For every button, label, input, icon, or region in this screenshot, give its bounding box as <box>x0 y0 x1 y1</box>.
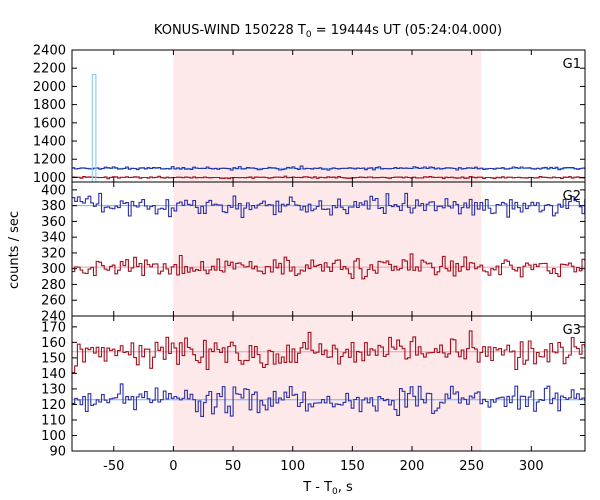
y-tick-label: 380 <box>41 199 66 214</box>
x-tick-label: -50 <box>103 459 124 474</box>
y-tick-label: 360 <box>41 215 66 230</box>
y-tick-label: 110 <box>41 413 66 428</box>
y-tick-label: 90 <box>49 445 66 460</box>
light-curve-g1-red <box>72 175 586 180</box>
x-tick-label: 150 <box>340 459 365 474</box>
x-tick-label: 100 <box>280 459 305 474</box>
y-tick-label: 320 <box>41 246 66 261</box>
x-tick-label: 250 <box>459 459 484 474</box>
y-tick-label: 130 <box>41 382 66 397</box>
x-tick-label: 200 <box>400 459 425 474</box>
light-curve-g2-blue <box>72 192 586 218</box>
y-tick-label: 240 <box>41 310 66 325</box>
x-axis-label: T - T0, s <box>302 480 353 497</box>
y-tick-label: 120 <box>41 398 66 413</box>
y-tick-label: 150 <box>41 351 66 366</box>
y-tick-label: 2000 <box>33 80 66 95</box>
light-curve-g3-red <box>72 330 586 374</box>
panel-frame-g3 <box>71 315 586 452</box>
y-tick-label: 280 <box>41 278 66 293</box>
y-tick-label: 1400 <box>33 135 66 150</box>
panel-name-label: G2 <box>563 189 581 204</box>
y-tick-label: 1600 <box>33 116 66 131</box>
panel-g1: 1000 1200 1400 1600 1800 2000 2200 2400 G1 <box>33 44 586 186</box>
y-tick-label: 2200 <box>33 62 66 77</box>
y-tick-label: 1000 <box>33 171 66 186</box>
light-curve-g2-red <box>72 253 586 280</box>
trigger-interval-band <box>173 50 482 451</box>
y-tick-label: 100 <box>41 429 66 444</box>
y-tick-label: 160 <box>41 336 66 351</box>
y-tick-label: 340 <box>41 231 66 246</box>
spike-artifact <box>91 73 97 182</box>
y-tick-label: 400 <box>41 183 66 198</box>
y-tick-label: 2400 <box>33 44 66 59</box>
y-tick-label: 140 <box>41 367 66 382</box>
panel-name-label: G1 <box>563 57 581 72</box>
light-curve-g1-blue <box>72 165 586 171</box>
plot-panels: 10001200140016001800200022002400G1240260… <box>33 44 586 474</box>
light-curve-g3-blue <box>72 383 586 417</box>
x-tick-label: 0 <box>169 459 177 474</box>
y-tick-label: 1800 <box>33 98 66 113</box>
panel-name-label: G3 <box>563 323 581 338</box>
y-tick-label: 1200 <box>33 153 66 168</box>
y-tick-label: 260 <box>41 294 66 309</box>
y-tick-label: 170 <box>41 320 66 335</box>
x-tick-label: 50 <box>225 459 242 474</box>
chart-title: KONUS-WIND 150228 T0 = 19444s UT (05:24:… <box>154 23 502 40</box>
x-tick-label: 300 <box>519 459 544 474</box>
y-axis-label: counts / sec <box>7 211 22 289</box>
y-tick-label: 300 <box>41 262 66 277</box>
